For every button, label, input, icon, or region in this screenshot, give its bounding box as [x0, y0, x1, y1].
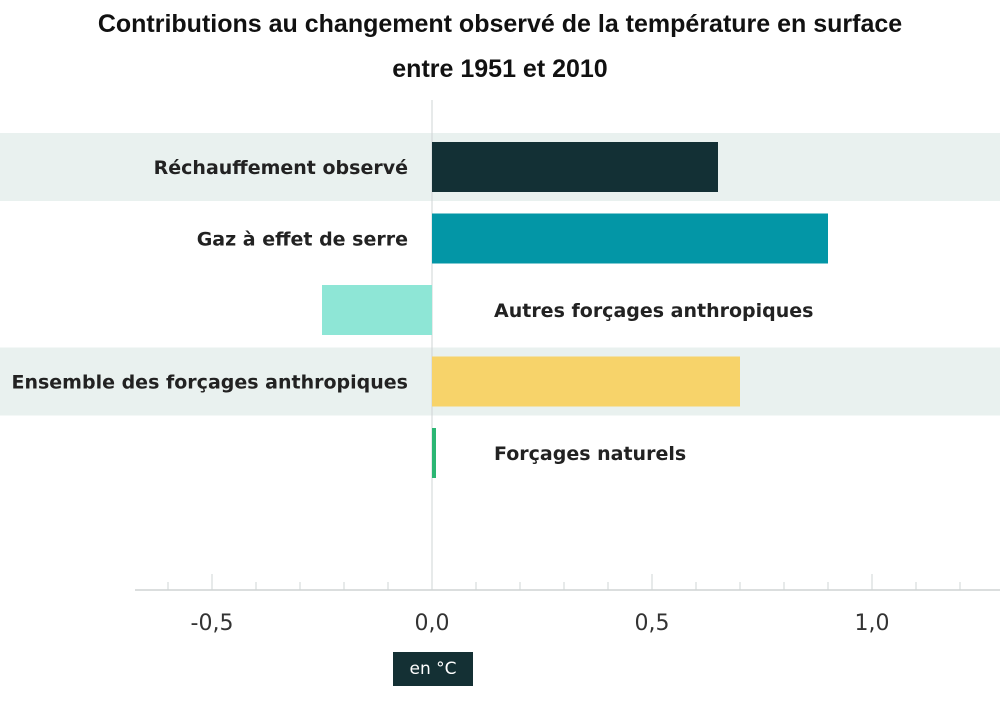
x-axis-unit-label: en °C	[393, 652, 473, 686]
chart-title-line1: Contributions au changement observé de l…	[97, 10, 903, 38]
bar	[432, 142, 718, 192]
x-tick-label: -0,5	[191, 611, 234, 636]
bar-label: Réchauffement observé	[154, 157, 408, 179]
x-tick-label: 1,0	[855, 611, 890, 636]
bar-label: Forçages naturels	[494, 443, 686, 465]
bar	[322, 285, 432, 335]
chart-title-line2: entre 1951 et 2010	[392, 55, 608, 83]
bar-label: Ensemble des forçages anthropiques	[11, 372, 408, 394]
bar	[432, 428, 436, 478]
bar-label: Autres forçages anthropiques	[494, 300, 814, 322]
bar-label: Gaz à effet de serre	[197, 229, 408, 251]
x-tick-label: 0,0	[415, 611, 450, 636]
x-tick-label: 0,5	[635, 611, 670, 636]
bar	[432, 213, 828, 264]
bar	[432, 356, 740, 407]
